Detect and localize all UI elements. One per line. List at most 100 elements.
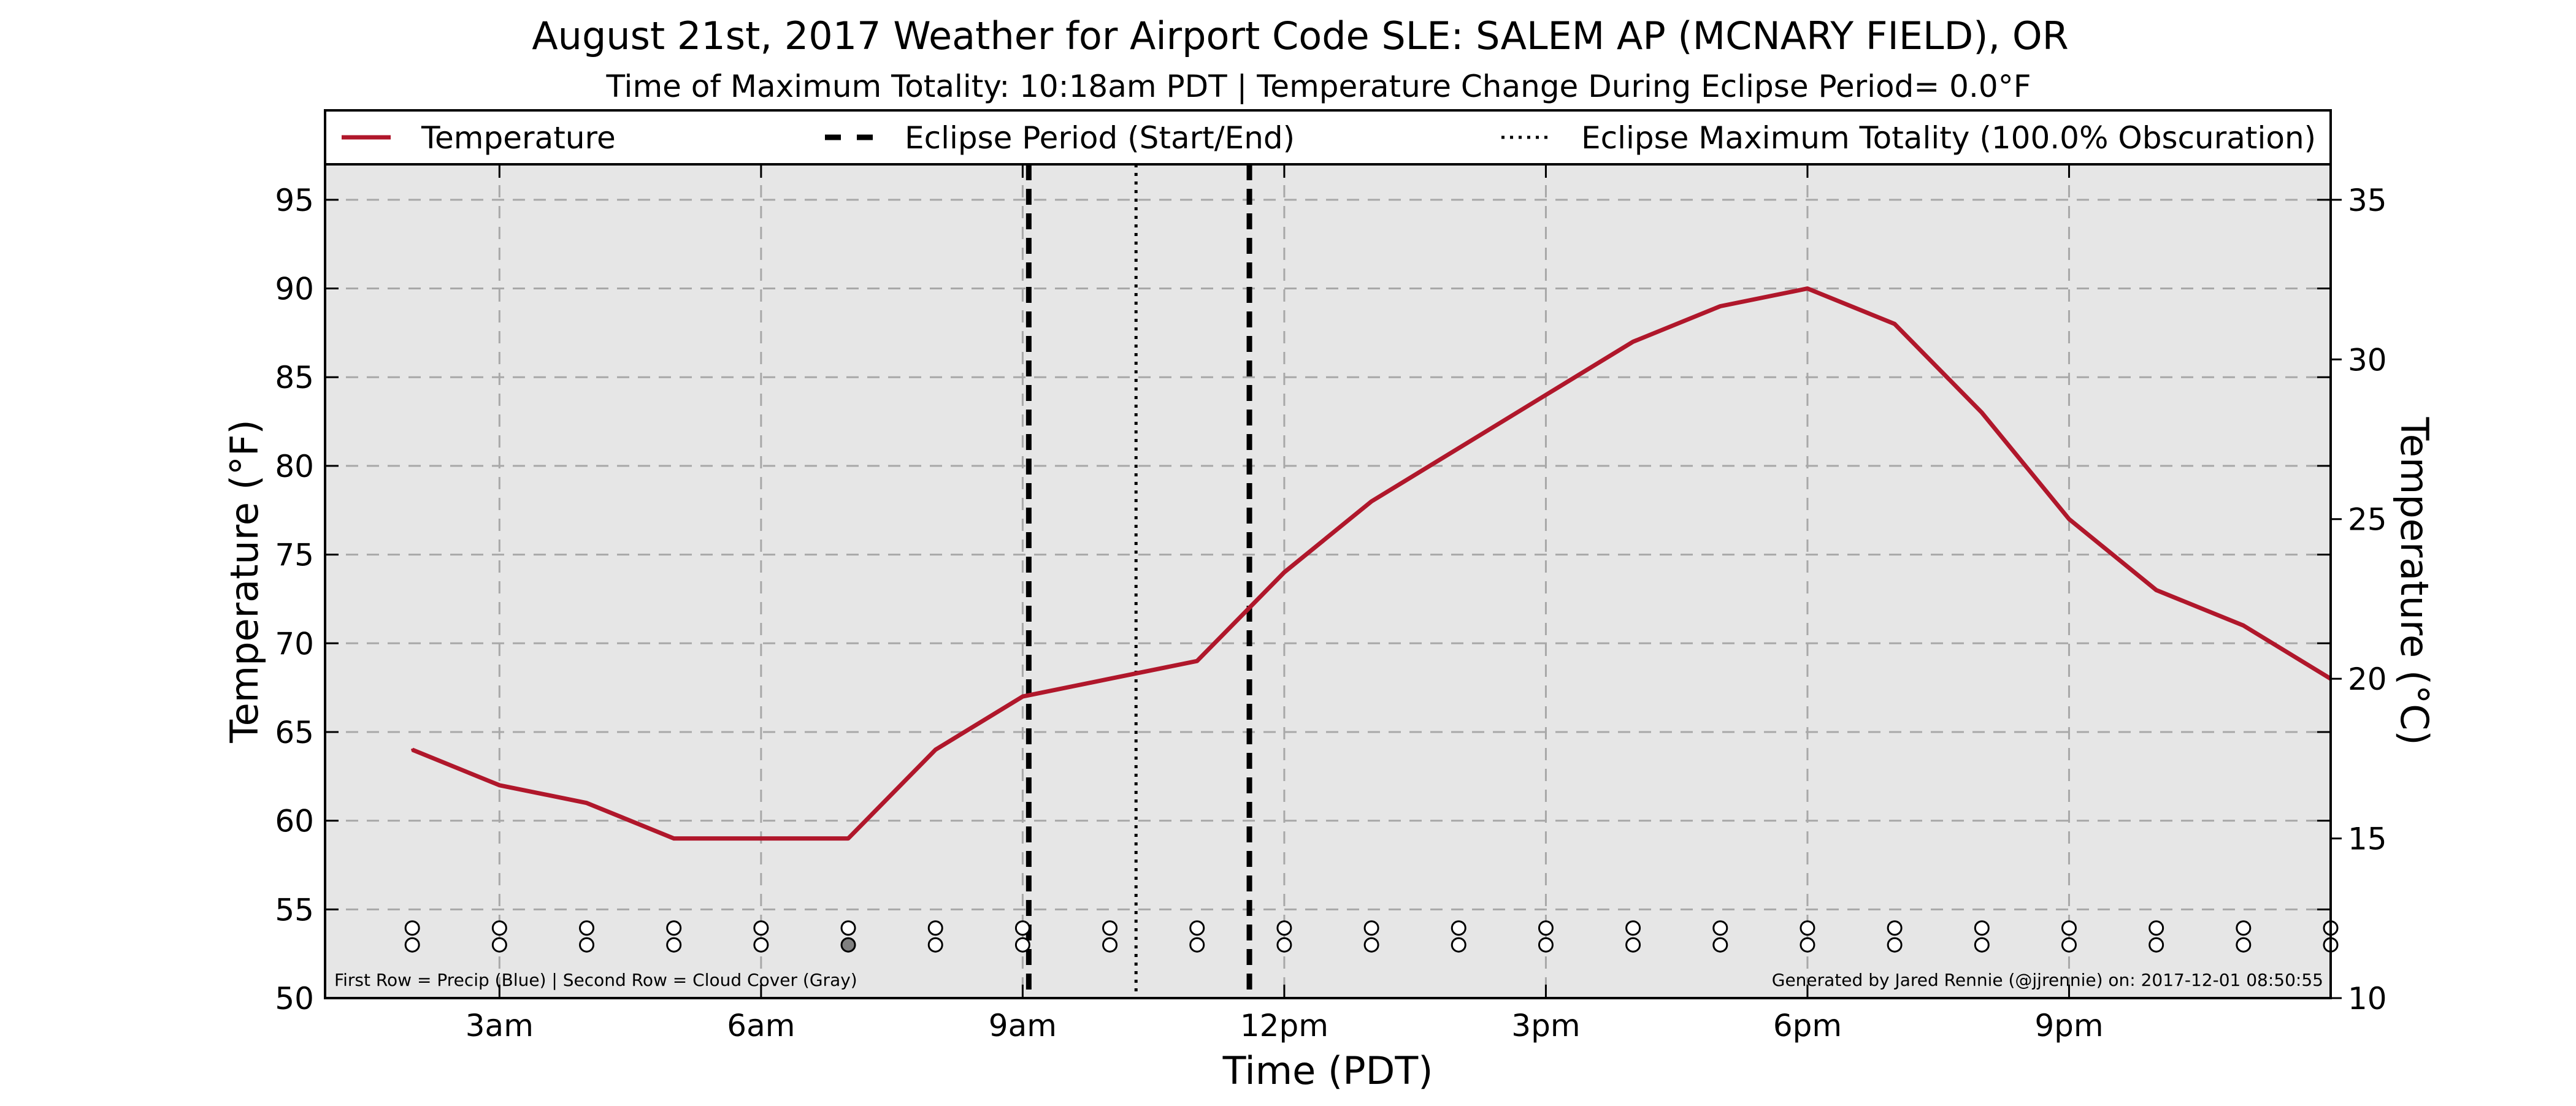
cloud-marker — [2149, 937, 2164, 953]
precip-marker — [666, 920, 682, 936]
precip-marker — [1189, 920, 1205, 936]
precip-marker — [1102, 920, 1118, 936]
chart-title: August 21st, 2017 Weather for Airport Co… — [532, 13, 2069, 58]
x-tick-label: 6am — [727, 1008, 795, 1043]
y-tick-label-left: 95 — [275, 183, 314, 218]
cloud-marker — [579, 937, 595, 953]
temperature-point — [1282, 571, 1286, 574]
y-tick-label-left: 80 — [275, 449, 314, 484]
temperature-point — [1980, 411, 1984, 414]
precip-marker — [2061, 920, 2077, 936]
cloud-marker — [491, 937, 507, 953]
precip-marker — [1974, 920, 1990, 936]
precip-marker — [404, 920, 420, 936]
cloud-marker — [1800, 937, 1815, 953]
footnote-left: First Row = Precip (Blue) | Second Row =… — [334, 970, 857, 990]
cloud-marker — [1887, 937, 1903, 953]
y-tick-label-right: 35 — [2348, 183, 2387, 218]
temperature-point — [585, 801, 588, 804]
cloud-marker — [1712, 937, 1728, 953]
x-tick-label: 9pm — [2034, 1008, 2103, 1043]
y-tick-label-left: 70 — [275, 626, 314, 662]
x-axis-label: Time (PDT) — [1222, 1048, 1433, 1093]
cloud-marker — [666, 937, 682, 953]
precip-marker — [1800, 920, 1815, 936]
chart-subtitle: Time of Maximum Totality: 10:18am PDT | … — [606, 69, 2031, 104]
temperature-point — [2242, 624, 2245, 627]
precip-marker — [840, 920, 856, 936]
precip-marker — [1538, 920, 1554, 936]
temperature-point — [2068, 517, 2071, 521]
y-tick-label-right: 10 — [2348, 981, 2387, 1016]
x-tick-label: 6pm — [1773, 1008, 1842, 1043]
cloud-marker — [1363, 937, 1379, 953]
temperature-point — [1544, 394, 1547, 397]
y-tick-label-left: 60 — [275, 804, 314, 839]
cloud-marker — [1276, 937, 1292, 953]
precip-marker — [1625, 920, 1641, 936]
temperature-point — [1806, 287, 1809, 290]
temperature-point — [934, 748, 937, 751]
precip-marker — [1451, 920, 1466, 936]
y-tick-label-right: 30 — [2348, 342, 2387, 378]
precip-marker — [2149, 920, 2164, 936]
precip-marker — [927, 920, 943, 936]
y-tick-label-left: 65 — [275, 715, 314, 750]
cloud-marker — [2236, 937, 2252, 953]
precip-marker — [1887, 920, 1903, 936]
temperature-point — [672, 837, 675, 840]
temperature-point — [1631, 340, 1635, 343]
temperature-point — [1719, 305, 1722, 308]
plot-area — [325, 164, 2331, 998]
temperature-point — [498, 784, 501, 787]
y-tick-label-left: 50 — [275, 981, 314, 1016]
precip-marker — [2236, 920, 2252, 936]
cloud-marker — [1102, 937, 1118, 953]
x-tick-label: 3pm — [1511, 1008, 1580, 1043]
y-tick-label-left: 85 — [275, 360, 314, 395]
legend-label: Eclipse Period (Start/End) — [905, 120, 1295, 156]
legend-label: Temperature — [421, 120, 616, 156]
cloud-marker — [1451, 937, 1466, 953]
y-tick-label-left: 90 — [275, 272, 314, 307]
x-tick-label: 9am — [989, 1008, 1057, 1043]
cloud-marker — [1014, 937, 1030, 953]
temperature-point — [1108, 677, 1111, 681]
y-axis-label-left: Temperature (°F) — [222, 419, 267, 743]
temperature-point — [1457, 446, 1460, 449]
x-tick-label: 12pm — [1240, 1008, 1328, 1043]
temperature-point — [2155, 589, 2158, 592]
x-tick-label: 3am — [466, 1008, 534, 1043]
cloud-marker — [753, 937, 769, 953]
y-axis-label-right: Temperature (°C) — [2392, 416, 2437, 745]
cloud-marker — [840, 937, 856, 953]
cloud-marker — [404, 937, 420, 953]
cloud-marker — [1974, 937, 1990, 953]
precip-marker — [753, 920, 769, 936]
temperature-point — [411, 748, 414, 751]
cloud-marker — [1625, 937, 1641, 953]
y-tick-label-right: 25 — [2348, 502, 2387, 538]
precip-marker — [1014, 920, 1030, 936]
precip-marker — [1363, 920, 1379, 936]
temperature-point — [759, 837, 762, 840]
cloud-marker — [2061, 937, 2077, 953]
cloud-marker — [1189, 937, 1205, 953]
y-tick-label-right: 20 — [2348, 662, 2387, 697]
precip-marker — [1712, 920, 1728, 936]
y-tick-label-right: 15 — [2348, 822, 2387, 857]
legend-label: Eclipse Maximum Totality (100.0% Obscura… — [1581, 120, 2316, 156]
y-tick-label-left: 55 — [275, 892, 314, 928]
precip-marker — [1276, 920, 1292, 936]
cloud-marker — [927, 937, 943, 953]
precip-marker — [491, 920, 507, 936]
temperature-point — [1370, 500, 1373, 503]
temperature-point — [1893, 322, 1896, 326]
legend-box — [324, 109, 2332, 166]
cloud-marker — [1538, 937, 1554, 953]
temperature-point — [1021, 695, 1024, 698]
y-tick-label-left: 75 — [275, 538, 314, 573]
temperature-point — [1195, 660, 1198, 663]
